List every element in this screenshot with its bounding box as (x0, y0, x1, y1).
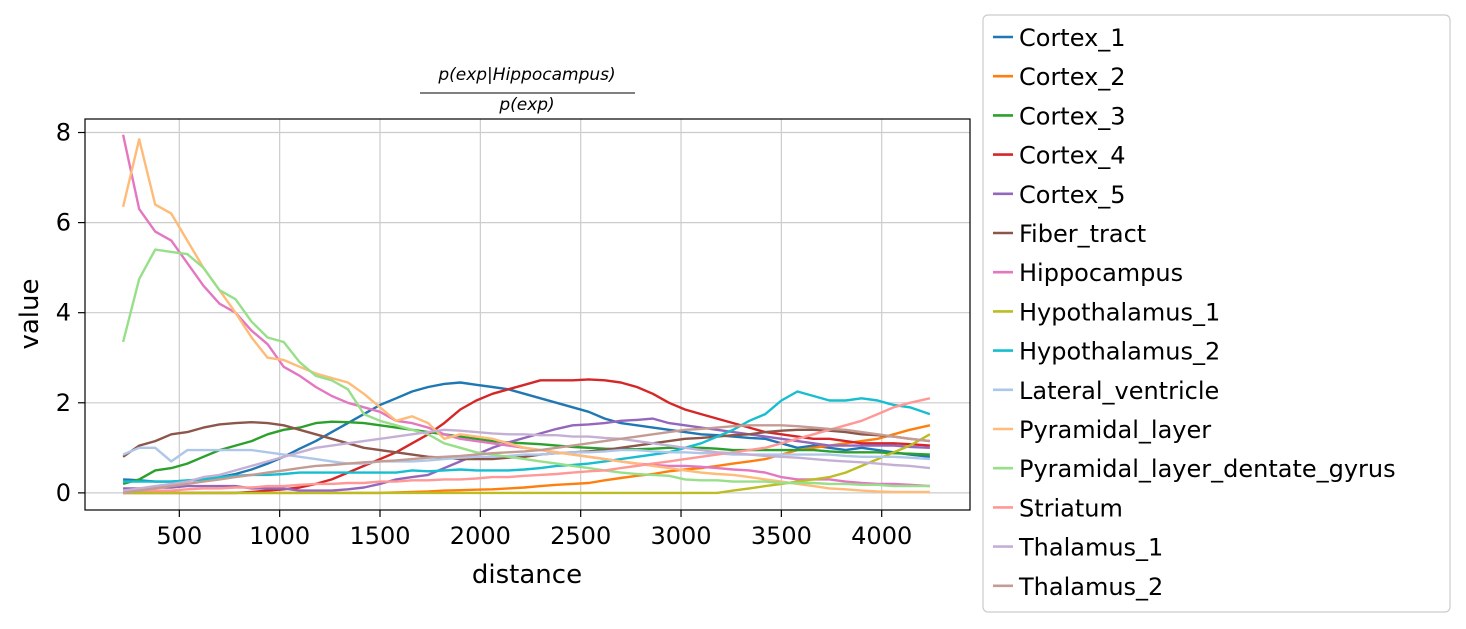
legend-item: Lateral_ventricle (993, 377, 1219, 405)
x-tick-label: 2500 (550, 522, 611, 550)
legend-label: Cortex_5 (1019, 181, 1126, 209)
legend-item: Cortex_3 (993, 102, 1126, 130)
legend-label: Thalamus_2 (1018, 573, 1163, 601)
legend-item: Cortex_1 (993, 24, 1126, 52)
legend-label: Hypothalamus_2 (1019, 338, 1220, 366)
x-tick-label: 1500 (349, 522, 410, 550)
y-axis-ticks: 0 2 4 6 8 (56, 119, 85, 507)
chart-title-denominator: p(exp) (498, 95, 554, 115)
legend-label: Pyramidal_layer (1019, 416, 1211, 444)
x-tick-label: 1000 (249, 522, 310, 550)
legend-item: Hypothalamus_2 (993, 338, 1220, 366)
legend-item: Hippocampus (993, 259, 1183, 287)
legend-label: Lateral_ventricle (1019, 377, 1219, 405)
legend-item: Thalamus_1 (993, 534, 1163, 562)
y-axis-label: value (15, 278, 45, 349)
legend-label: Hypothalamus_1 (1019, 298, 1220, 326)
legend-label: Cortex_2 (1019, 63, 1126, 91)
legend-item: Cortex_4 (993, 142, 1126, 170)
series-line-fiber-tract (122, 421, 931, 461)
x-axis-label: distance (472, 560, 582, 590)
legend-label: Fiber_tract (1019, 220, 1146, 248)
series-line-cortex-3 (122, 420, 930, 486)
legend-label: Thalamus_1 (1018, 534, 1163, 562)
legend-frame (982, 14, 1451, 613)
x-tick-label: 4000 (851, 522, 912, 550)
x-tick-label: 3000 (650, 522, 711, 550)
chart-title-numerator: p(exp|Hippocampus) (437, 65, 615, 85)
legend-label: Pyramidal_layer_dentate_gyrus (1019, 455, 1396, 483)
y-tick-label: 8 (56, 119, 71, 147)
series-line-thalamus-1 (122, 428, 931, 492)
y-tick-label: 0 (56, 479, 71, 507)
legend-label: Hippocampus (1019, 259, 1183, 287)
x-tick-label: 3500 (751, 522, 812, 550)
legend-items: Cortex_1 Cortex_2 Cortex_3 Cortex_4 Cortex_5… (993, 24, 1396, 601)
legend-item: Cortex_5 (993, 181, 1126, 209)
series-line-pyramidal-layer-dentate-gyrus (121, 248, 930, 488)
legend-item: Pyramidal_layer_dentate_gyrus (993, 455, 1396, 483)
x-axis-ticks: 500 1000 1500 2000 2500 3000 3500 4000 (156, 510, 912, 550)
legend-label: Cortex_1 (1019, 24, 1126, 52)
y-tick-label: 2 (56, 389, 71, 417)
series-lines (121, 134, 931, 495)
legend-item: Pyramidal_layer (993, 416, 1211, 444)
series-line-lateral-ventricle (122, 446, 930, 465)
series-line-cortex-4 (123, 378, 930, 495)
series-line-striatum (123, 397, 931, 492)
legend-item: Fiber_tract (993, 220, 1146, 248)
legend-item: Hypothalamus_1 (993, 298, 1220, 326)
plot-frame (84, 118, 971, 511)
legend-label: Striatum (1019, 494, 1123, 522)
legend-item: Striatum (993, 494, 1123, 522)
y-tick-label: 4 (56, 299, 71, 327)
legend-item: Cortex_2 (993, 63, 1126, 91)
x-tick-label: 2000 (450, 522, 511, 550)
series-line-cortex-1 (123, 381, 931, 483)
legend-item: Thalamus_2 (993, 573, 1163, 601)
legend-label: Cortex_3 (1019, 102, 1126, 130)
y-tick-label: 6 (56, 209, 71, 237)
legend-label: Cortex_4 (1019, 142, 1126, 170)
legend: Cortex_1 Cortex_2 Cortex_3 Cortex_4 Cortex_5… (982, 14, 1451, 613)
x-tick-label: 500 (156, 522, 202, 550)
series-line-thalamus-2 (122, 424, 931, 495)
